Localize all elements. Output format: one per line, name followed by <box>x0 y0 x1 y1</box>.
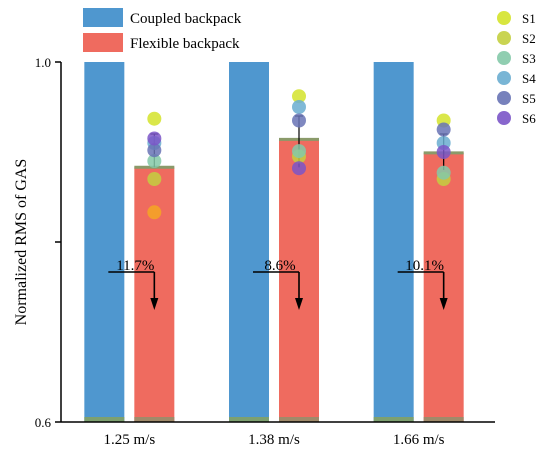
reduction-arrow-head <box>150 298 159 310</box>
subject-point <box>147 111 162 126</box>
bar-coupled-base <box>229 417 269 422</box>
bars-group <box>84 62 464 422</box>
legend-label: Coupled backpack <box>130 11 242 27</box>
legend-label: Flexible backpack <box>130 36 240 52</box>
legend-subject-marker <box>497 51 511 65</box>
legend-subject-marker <box>497 31 511 45</box>
subject-point <box>292 89 306 104</box>
legend-subject-label: S5 <box>522 91 536 106</box>
legend-subject-marker <box>497 91 511 105</box>
bar-coupled <box>229 62 269 422</box>
x-category-label: 1.66 m/s <box>393 432 445 448</box>
subject-point <box>147 205 162 220</box>
subject-point <box>436 122 451 137</box>
reduction-arrow-head <box>295 298 303 310</box>
x-category-label: 1.25 m/s <box>103 432 155 448</box>
bar-flexible-base <box>279 417 319 422</box>
legend-subject-marker <box>497 71 511 85</box>
y-axis-label: Normalized RMS of GAS <box>13 159 30 326</box>
legend-subject-label: S2 <box>522 31 536 46</box>
reduction-arrow-head <box>439 298 448 310</box>
subject-point <box>147 154 162 168</box>
legend-subject-label: S3 <box>522 51 536 66</box>
legend: Coupled backpack Flexible backpack S1 S2 S3 S… <box>83 8 536 126</box>
axes-group: 0.6 1.0 1.25 m/s 1.38 m/s 1.66 m/s <box>35 55 495 448</box>
points-group <box>147 89 451 220</box>
legend-subject-label: S1 <box>522 11 536 26</box>
reduction-label: 10.1% <box>405 258 444 274</box>
bar-coupled-base <box>84 417 125 422</box>
legend-swatch <box>83 8 123 27</box>
subject-point <box>147 172 162 186</box>
subject-point <box>292 113 306 128</box>
subject-point <box>147 143 162 158</box>
legend-subject-marker <box>497 111 511 125</box>
reduction-label: 8.6% <box>264 258 295 274</box>
y-tick-label: 1.0 <box>35 55 51 70</box>
x-category-label: 1.38 m/s <box>248 432 300 448</box>
legend-swatch <box>83 33 123 52</box>
subject-point <box>292 144 306 159</box>
y-tick-label: 0.6 <box>35 415 52 430</box>
subject-point <box>436 145 451 159</box>
bar-flexible-base <box>423 417 464 422</box>
bar-coupled <box>373 62 414 422</box>
bar-flexible-base <box>134 417 175 422</box>
bar-coupled-base <box>373 417 414 422</box>
legend-subject-label: S4 <box>522 71 536 86</box>
subject-point <box>436 165 451 180</box>
subject-point <box>292 100 306 114</box>
reduction-label: 11.7% <box>116 258 154 274</box>
legend-subject-marker <box>497 11 511 25</box>
bar-coupled <box>84 62 125 422</box>
subject-point <box>292 161 306 176</box>
legend-subject-label: S6 <box>522 111 536 126</box>
annotations-group: 11.7% 8.6% 10.1% <box>108 258 448 310</box>
subject-point <box>147 131 162 146</box>
